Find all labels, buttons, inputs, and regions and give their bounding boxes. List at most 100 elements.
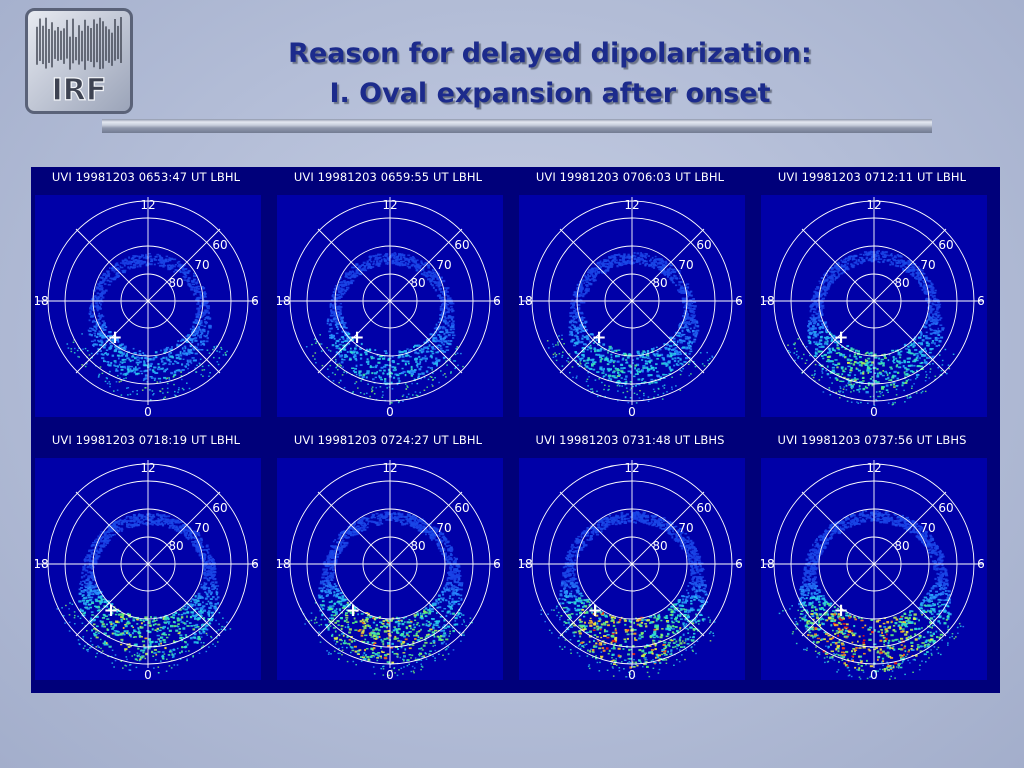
latitude-label: 60 — [454, 501, 469, 515]
onset-marker: + — [591, 327, 606, 348]
latitude-label: 70 — [920, 258, 935, 272]
polar-plot: 80 70 60 12 6 0 18 + — [35, 195, 261, 417]
aurora-panel: UVI 19981203 0724:27 UT LBHL 80 70 60 12 6 0 1… — [273, 430, 503, 682]
polar-grid — [522, 460, 742, 668]
mlt-label: 18 — [761, 557, 775, 571]
latitude-label: 60 — [454, 238, 469, 252]
latitude-label: 70 — [920, 521, 935, 535]
mlt-label: 18 — [35, 557, 49, 571]
mlt-label: 12 — [866, 198, 881, 212]
aurora-panel: UVI 19981203 0737:56 UT LBHS 80 70 60 12 6 0 1… — [757, 430, 987, 682]
latitude-label: 70 — [194, 258, 209, 272]
polar-grid — [764, 197, 984, 405]
mlt-label: 18 — [277, 557, 291, 571]
panel-label: UVI 19981203 0737:56 UT LBHS — [777, 433, 967, 447]
onset-marker: + — [345, 600, 360, 621]
polar-grid — [280, 197, 500, 405]
polar-plot: 80 70 60 12 6 0 18 + — [35, 458, 261, 680]
latitude-label: 80 — [894, 276, 909, 290]
polar-plot: 80 70 60 12 6 0 18 + — [761, 195, 987, 417]
aurora-panel: UVI 19981203 0653:47 UT LBHL 80 70 60 12 6 0 1… — [31, 167, 261, 419]
polar-grid — [38, 197, 258, 405]
onset-marker: + — [587, 600, 602, 621]
latitude-label: 70 — [436, 258, 451, 272]
mlt-label: 0 — [870, 668, 878, 680]
aurora-panel: UVI 19981203 0731:48 UT LBHS 80 70 60 12 6 0 1… — [515, 430, 745, 682]
latitude-label: 70 — [678, 258, 693, 272]
mlt-label: 0 — [870, 405, 878, 417]
latitude-label: 60 — [696, 238, 711, 252]
latitude-label: 80 — [168, 539, 183, 553]
latitude-label: 60 — [212, 238, 227, 252]
aurora-oval — [300, 511, 473, 677]
latitude-label: 80 — [410, 276, 425, 290]
onset-marker: + — [349, 327, 364, 348]
latitude-label: 70 — [194, 521, 209, 535]
aurora-oval — [66, 253, 228, 401]
polar-plot: 80 70 60 12 6 0 18 + — [519, 195, 745, 417]
mlt-label: 0 — [386, 405, 394, 417]
polar-plot: 80 70 60 12 6 0 18 + — [277, 458, 503, 680]
mlt-label: 12 — [140, 198, 155, 212]
aurora-panel: UVI 19981203 0706:03 UT LBHL 80 70 60 12 6 0 1… — [515, 167, 745, 419]
mlt-label: 6 — [251, 294, 259, 308]
aurora-oval — [778, 510, 965, 680]
polar-plot: 80 70 60 12 6 0 18 + — [519, 458, 745, 680]
mlt-label: 18 — [519, 557, 533, 571]
panel-label: UVI 19981203 0653:47 UT LBHL — [51, 170, 241, 184]
aurora-oval — [305, 252, 464, 404]
latitude-label: 80 — [894, 539, 909, 553]
aurora-panel: UVI 19981203 0659:55 UT LBHL 80 70 60 12 6 0 1… — [273, 167, 503, 419]
mlt-label: 18 — [35, 294, 49, 308]
slide-title: Reason for delayed dipolarization: I. Ov… — [140, 34, 960, 114]
onset-marker: + — [103, 600, 118, 621]
mlt-label: 0 — [628, 668, 636, 680]
polar-grid — [522, 197, 742, 405]
mlt-label: 6 — [735, 294, 743, 308]
polar-plot: 80 70 60 12 6 0 18 + — [277, 195, 503, 417]
mlt-label: 18 — [761, 294, 775, 308]
panel-label: UVI 19981203 0724:27 UT LBHL — [293, 433, 483, 447]
panel-label: UVI 19981203 0718:19 UT LBHL — [51, 433, 241, 447]
aurora-oval — [540, 510, 716, 678]
panel-label: UVI 19981203 0706:03 UT LBHL — [535, 170, 725, 184]
panel-label: UVI 19981203 0712:11 UT LBHL — [777, 170, 967, 184]
latitude-label: 60 — [696, 501, 711, 515]
mlt-label: 6 — [977, 294, 985, 308]
mlt-label: 6 — [251, 557, 259, 571]
latitude-label: 60 — [938, 238, 953, 252]
latitude-label: 80 — [652, 539, 667, 553]
mlt-label: 18 — [519, 294, 533, 308]
mlt-label: 12 — [382, 198, 397, 212]
aurora-panel: UVI 19981203 0718:19 UT LBHL 80 70 60 12 6 0 1… — [31, 430, 261, 682]
latitude-label: 70 — [436, 521, 451, 535]
slide-title-line-1: Reason for delayed dipolarization: — [288, 38, 812, 69]
panel-label: UVI 19981203 0731:48 UT LBHS — [535, 433, 725, 447]
latitude-label: 60 — [938, 501, 953, 515]
mlt-label: 12 — [624, 461, 639, 475]
mlt-label: 0 — [144, 668, 152, 680]
mlt-label: 6 — [977, 557, 985, 571]
onset-marker: + — [107, 327, 122, 348]
mlt-label: 6 — [735, 557, 743, 571]
latitude-label: 80 — [168, 276, 183, 290]
mlt-label: 18 — [277, 294, 291, 308]
mlt-label: 0 — [386, 668, 394, 680]
onset-marker: + — [833, 327, 848, 348]
mlt-label: 12 — [140, 461, 155, 475]
mlt-label: 12 — [866, 461, 881, 475]
polar-grid — [38, 460, 258, 668]
title-underline — [102, 119, 932, 133]
irf-logo: IRF — [25, 8, 133, 114]
polar-grid — [280, 460, 500, 668]
aurora-image-grid: UVI 19981203 0653:47 UT LBHL 80 70 60 12 6 0 1… — [31, 167, 1000, 693]
mlt-label: 6 — [493, 557, 501, 571]
latitude-label: 80 — [652, 276, 667, 290]
slide-title-line-2: I. Oval expansion after onset — [329, 78, 771, 109]
latitude-label: 80 — [410, 539, 425, 553]
panel-label: UVI 19981203 0659:55 UT LBHL — [293, 170, 483, 184]
mlt-label: 6 — [493, 294, 501, 308]
mlt-label: 12 — [624, 198, 639, 212]
mlt-label: 0 — [144, 405, 152, 417]
aurora-panel: UVI 19981203 0712:11 UT LBHL 80 70 60 12 6 0 1… — [757, 167, 987, 419]
